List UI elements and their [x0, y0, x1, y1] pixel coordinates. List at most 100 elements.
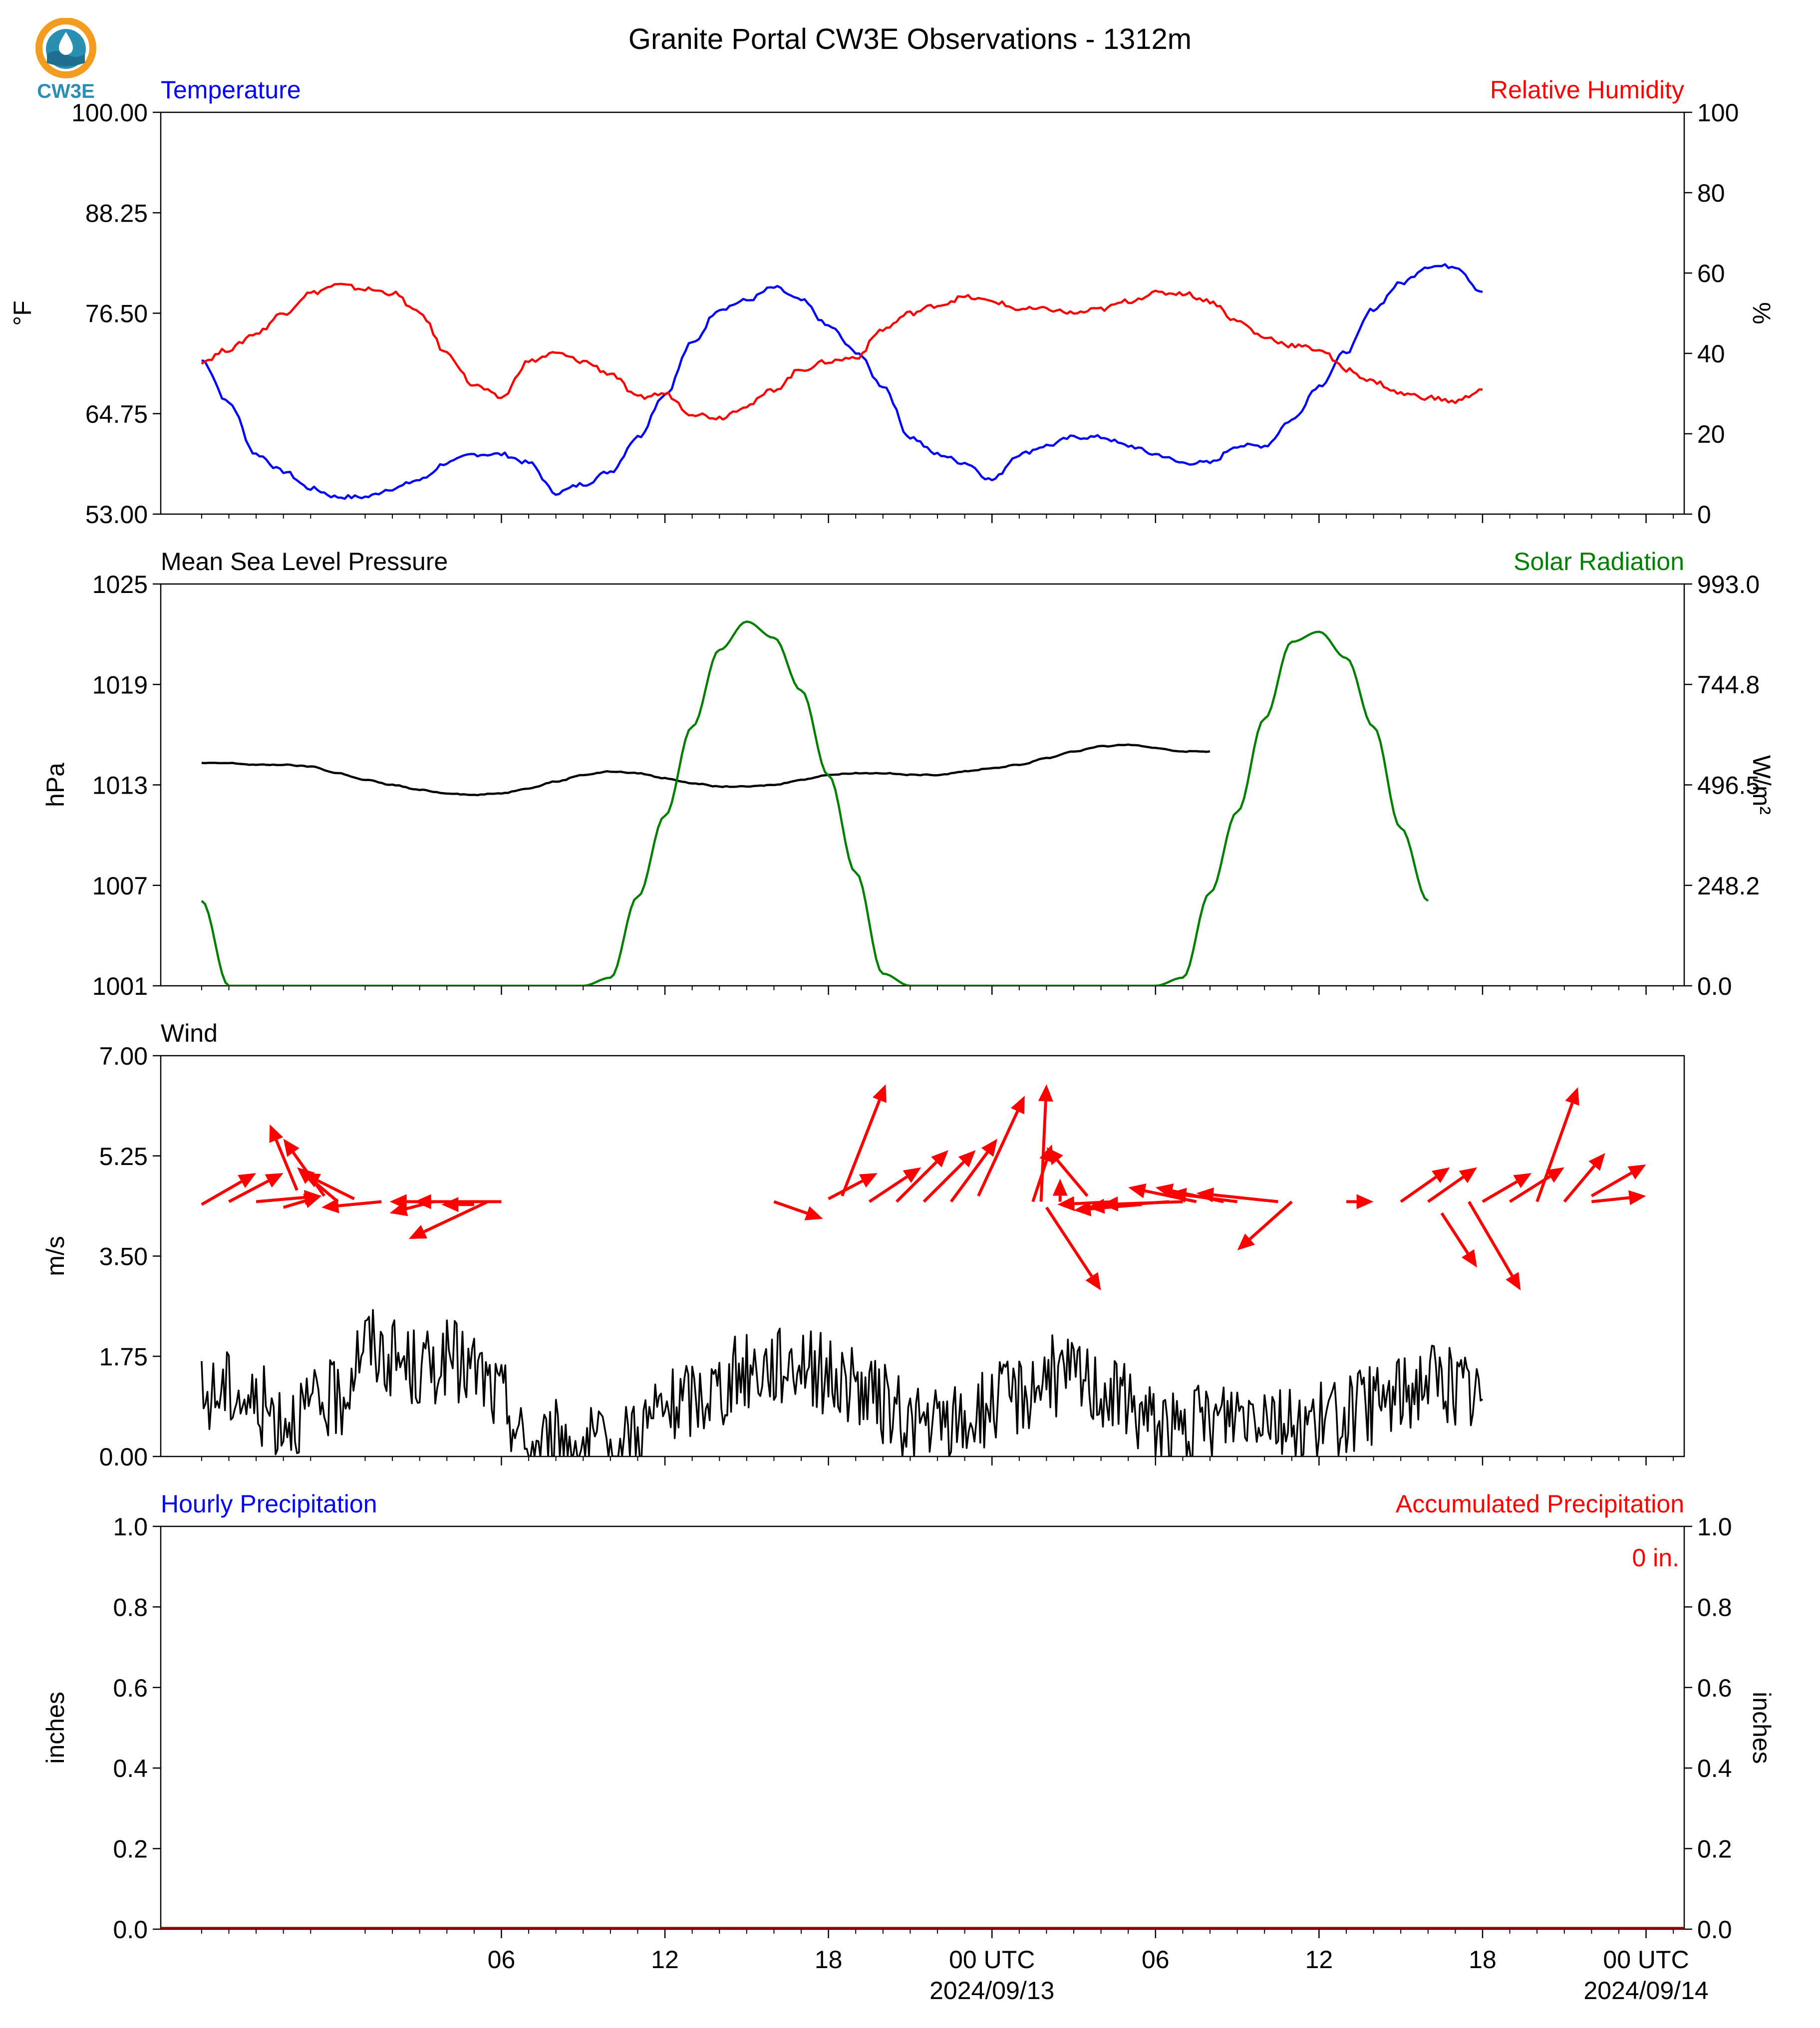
wind-arrow-shaft [977, 1110, 1019, 1197]
panel-4: 0.0 0.2 0.4 0.6 0.8 1.0 0.0 0.2 0.4 0.6 0.8 1.0 Hour… [41, 1490, 1776, 2005]
wind-arrow-head [1046, 1147, 1063, 1165]
wind-arrow-shaft [1248, 1200, 1293, 1240]
wind-arrow-shaft [338, 1200, 382, 1207]
panel-3: 0.00 1.75 3.50 5.25 7.00 Wind m/s [41, 1019, 1685, 1471]
y-right-axis-label: % [1748, 302, 1776, 324]
wind-arrow-shaft [275, 1139, 299, 1191]
y-left-axis-label: inches [41, 1692, 69, 1764]
wind-arrow-shaft [1563, 1165, 1596, 1203]
accumulated-total-label: 0 in. [1632, 1544, 1679, 1572]
wind-arrow-head [1356, 1194, 1374, 1209]
wind-arrow-head [1010, 1096, 1025, 1115]
panel-title-left: Hourly Precipitation [161, 1490, 377, 1518]
wind-arrow-shaft [1482, 1180, 1518, 1203]
wind-arrow-head [1087, 1198, 1105, 1214]
wind-arrow-shaft [1590, 1171, 1632, 1197]
cw3e-logo: CW3E [35, 18, 96, 102]
wind-arrow-shaft [1056, 1159, 1089, 1197]
y-right-tick-label: 496.5 [1697, 772, 1760, 800]
logo-wave [47, 51, 85, 66]
y-left-axis-label: m/s [41, 1236, 69, 1276]
y-left-tick-label: 1025 [92, 571, 148, 598]
wind-arrow-head [269, 1124, 284, 1143]
plot-area [201, 1084, 1646, 1456]
y-right-tick-label: 60 [1697, 260, 1725, 288]
y-right-tick-label: 1.0 [1697, 1513, 1732, 1541]
wind-arrow-head [1565, 1087, 1579, 1106]
wind-arrow-head [1057, 1196, 1075, 1211]
plot-area [201, 263, 1483, 500]
wind-arrow-head [1588, 1153, 1605, 1171]
wind-arrow-head [1101, 1196, 1119, 1212]
panel-title-left: Mean Sea Level Pressure [161, 548, 448, 576]
wind-arrow-shaft [423, 1200, 489, 1233]
plot-area [201, 620, 1429, 986]
panel-title-right: Accumulated Precipitation [1396, 1490, 1684, 1518]
wind-arrow-shaft [1213, 1193, 1278, 1203]
x-tick-label: 06 [488, 1946, 516, 1974]
y-right-tick-label: 20 [1697, 420, 1725, 448]
y-right-axis-label: inches [1748, 1692, 1776, 1764]
y-left-tick-label: 64.75 [85, 400, 148, 428]
series-line-temperature [201, 263, 1483, 500]
x-date-label: 2024/09/13 [929, 1977, 1054, 2005]
wind-arrow-head [931, 1150, 948, 1167]
wind-arrow-shaft [841, 1099, 881, 1197]
y-left-tick-label: 0.8 [113, 1593, 148, 1621]
wind-arrow-head [1052, 1178, 1068, 1196]
y-left-tick-label: 76.50 [85, 300, 148, 328]
y-right-tick-label: 40 [1697, 340, 1725, 368]
wind-arrow-shaft [868, 1175, 908, 1203]
series-line-mean-sea-level-pressure [201, 743, 1211, 797]
y-right-tick-label: 0.8 [1697, 1593, 1732, 1621]
y-left-tick-label: 1019 [92, 671, 148, 699]
wind-arrow-head [981, 1139, 998, 1157]
wind-arrow-head [389, 1194, 407, 1209]
y-right-tick-label: 100 [1697, 99, 1739, 127]
y-left-tick-label: 53.00 [85, 501, 148, 529]
wind-arrow-head [1461, 1249, 1478, 1268]
wind-arrow-shaft [1591, 1196, 1630, 1203]
wind-arrow-head [903, 1167, 921, 1183]
y-left-tick-label: 1.0 [113, 1513, 148, 1541]
wind-arrow-head [1237, 1233, 1255, 1251]
panel-1: 53.00 64.75 76.50 88.25 100.00 0 20 40 60 80 100 Te… [8, 76, 1776, 529]
wind-arrow-head [283, 1139, 300, 1157]
wind-arrow-shaft [1118, 1200, 1183, 1206]
x-tick-label: 00 UTC [1603, 1946, 1689, 1974]
wind-arrow-head [1085, 1272, 1101, 1291]
wind-arrow-shaft [922, 1161, 965, 1203]
y-left-tick-label: 1007 [92, 872, 148, 900]
wind-arrow-head [1169, 1187, 1187, 1203]
y-left-tick-label: 7.00 [99, 1042, 148, 1070]
y-right-tick-label: 0.6 [1697, 1674, 1732, 1702]
wind-arrow-shaft [1039, 1101, 1047, 1202]
wind-arrow-head [1432, 1167, 1450, 1183]
wind-arrow-head [1627, 1164, 1646, 1179]
panel-2: 1001 1007 1013 1019 1025 0.0 248.2 496.5 744.8 99… [41, 548, 1776, 1000]
series-line-solar-radiation [201, 620, 1429, 986]
y-right-tick-label: 0.0 [1697, 972, 1732, 1000]
wind-arrow-head [1038, 1084, 1053, 1102]
x-tick-label: 12 [1305, 1946, 1333, 1974]
plot-frame [160, 111, 1685, 515]
wind-arrow-head [1513, 1173, 1532, 1188]
wind-arrow-shaft [228, 1179, 269, 1203]
x-date-label: 2024/09/14 [1583, 1977, 1708, 2005]
wind-arrow-head [804, 1206, 823, 1220]
wind-arrow-shaft [1535, 1103, 1574, 1202]
wind-arrow-head [441, 1197, 459, 1212]
wind-arrow-head [408, 1225, 427, 1239]
y-right-tick-label: 248.2 [1697, 872, 1760, 900]
wind-arrow-head [1196, 1187, 1214, 1202]
y-left-tick-label: 1.75 [99, 1343, 148, 1371]
wind-arrow-head [1459, 1167, 1478, 1183]
panel-title-right: Relative Humidity [1490, 76, 1684, 104]
wind-arrow-shaft [1427, 1175, 1464, 1203]
y-left-tick-label: 0.0 [113, 1916, 148, 1944]
x-tick-label: 12 [651, 1946, 679, 1974]
y-left-axis-label: hPa [41, 763, 69, 807]
y-right-tick-label: 0.0 [1697, 1916, 1732, 1944]
series-line-wind-speed [201, 1309, 1484, 1456]
